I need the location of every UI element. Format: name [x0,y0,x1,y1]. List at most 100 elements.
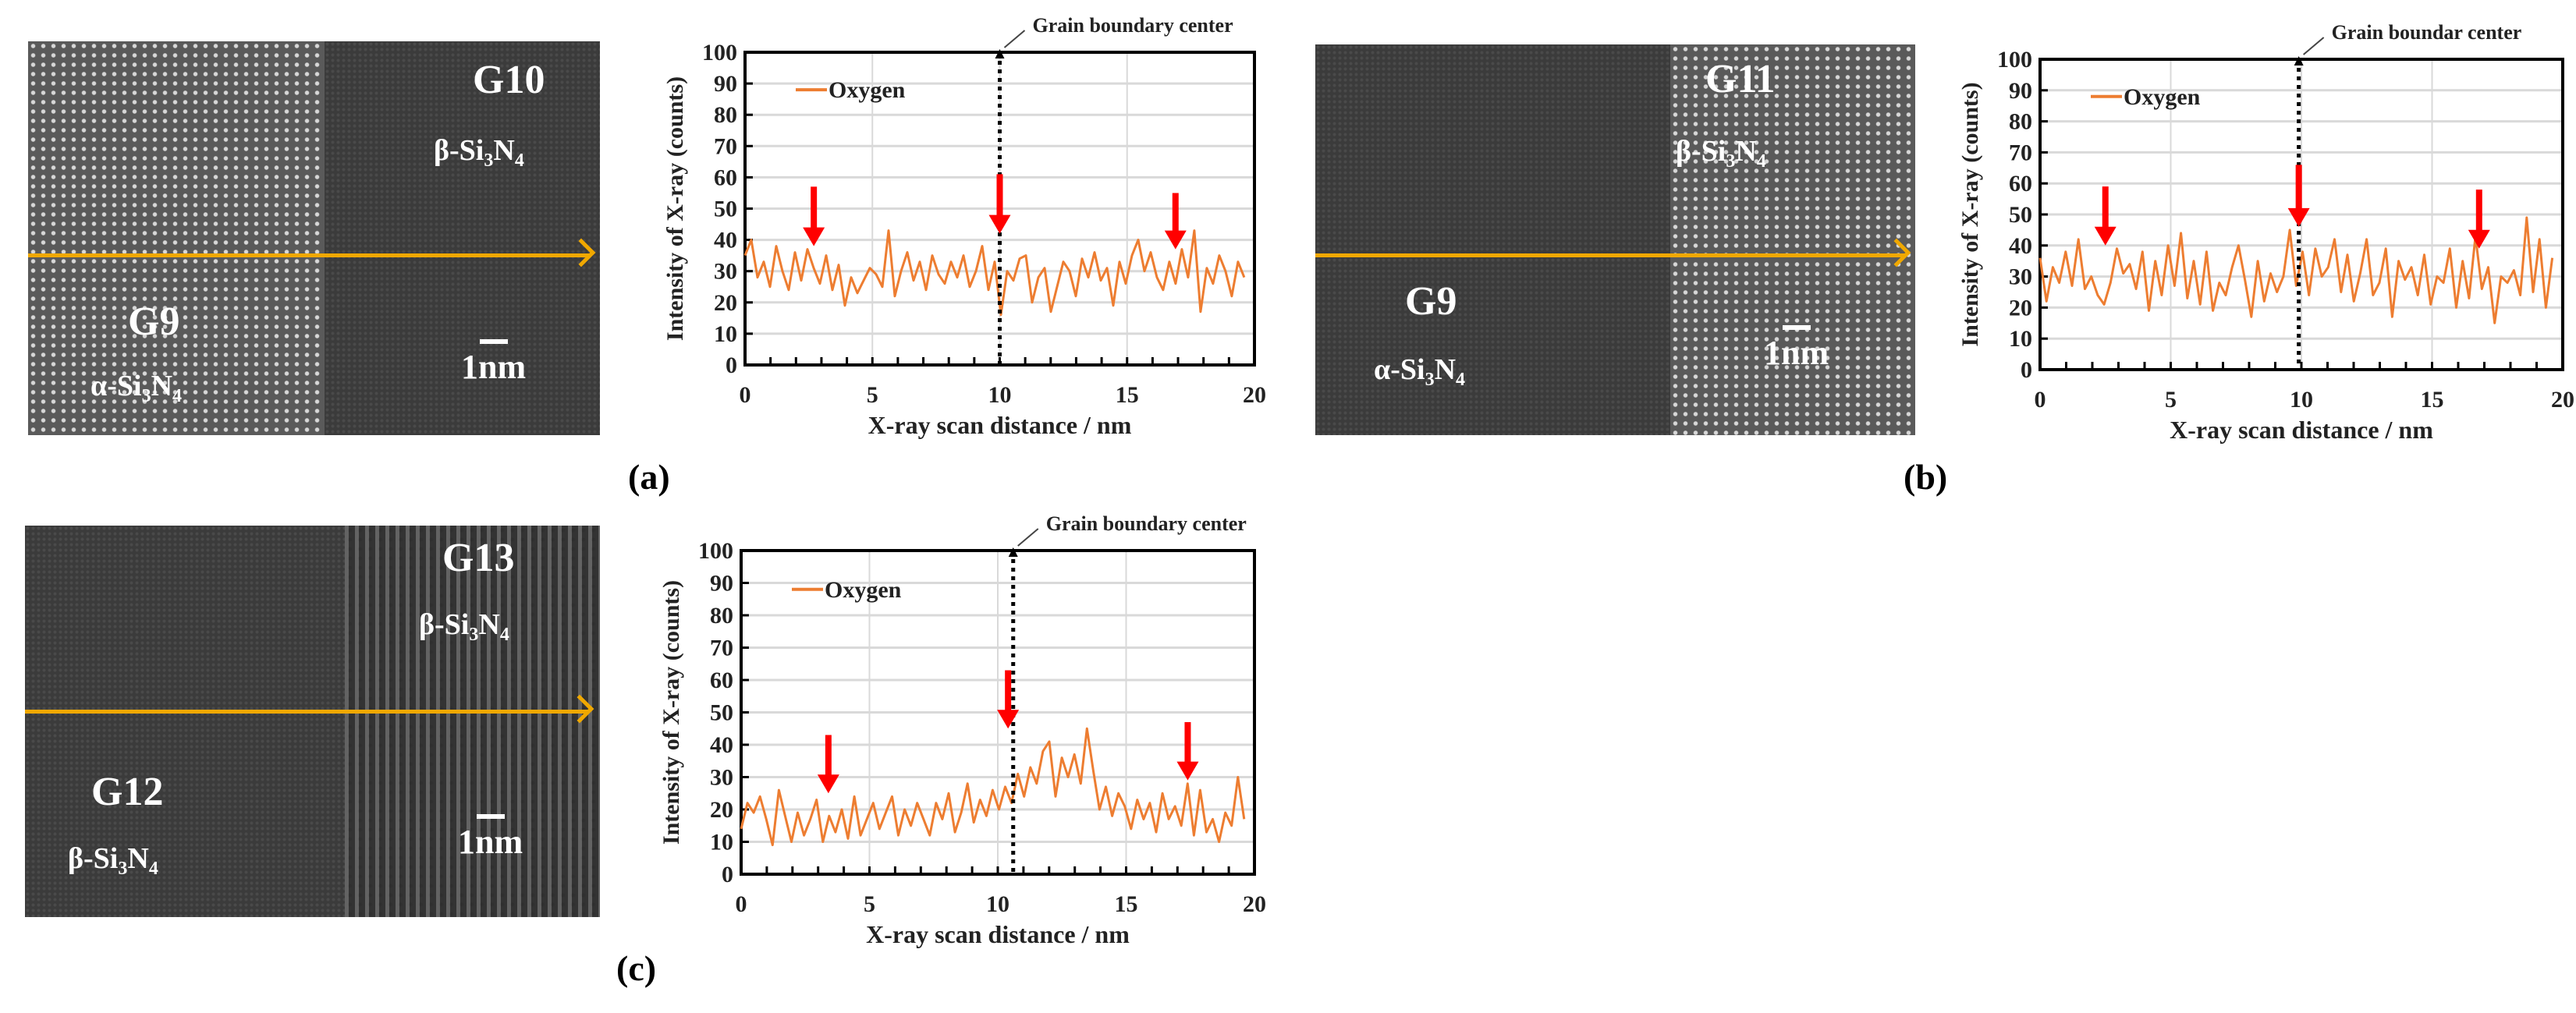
tem-image-a: G10 β-Si3N4 G9 α-Si3N4 1nm [28,41,600,435]
x-tick-label: 20 [1243,891,1266,917]
annotation-leader [1003,30,1026,48]
y-tick-label: 80 [714,102,737,128]
y-tick-label: 0 [2021,357,2032,383]
y-tick-label: 60 [710,668,733,693]
red-arrow-head [803,227,825,246]
x-tick-label: 20 [2551,387,2574,413]
panel-label-c: (c) [616,948,657,988]
red-arrow-head [988,214,1011,234]
x-tick-label: 10 [988,382,1012,408]
phase-label-top: β-Si3N4 [1676,135,1766,172]
annotation-arrowhead [995,49,1005,58]
y-tick-label: 90 [2009,78,2032,104]
grain-label-top: G13 [442,536,515,580]
phase-label-top: β-Si3N4 [419,608,509,645]
y-tick-label: 20 [714,290,737,316]
red-arrow-head [2287,207,2310,227]
x-tick-label: 10 [986,891,1009,917]
y-tick-label: 10 [2009,326,2032,352]
red-arrow-head [1176,761,1199,781]
scan-direction-arrow [1315,253,1905,257]
red-arrow-head [2094,226,2117,246]
x-tick-label: 0 [740,382,751,408]
y-tick-label: 90 [710,571,733,597]
panel-label-a: (a) [628,457,670,497]
y-tick-label: 70 [2009,140,2032,165]
series-line-oxygen [2038,216,2554,324]
grain-label-bottom: G9 [128,299,180,344]
y-tick-label: 100 [1997,47,2032,73]
y-tick-label: 100 [702,40,737,66]
plot-frame [740,549,1256,876]
series-line-oxygen [743,229,1246,317]
grain-label-top: G11 [1705,57,1776,101]
y-tick-label: 80 [710,603,733,629]
lattice-region-g11 [1670,44,1915,435]
scale-bar: 1nm [1764,325,1829,373]
grain-label-top: G10 [473,58,545,102]
scan-direction-arrow [25,710,588,714]
panel-label-b: (b) [1904,457,1948,497]
y-tick-label: 90 [714,71,737,97]
grain-label-bottom: G9 [1405,279,1457,324]
grain-boundary-annotation: Grain boundary center [1033,14,1233,37]
lattice-region-g13 [345,526,600,917]
annotation-leader [2303,37,2325,55]
annotation-leader [1017,528,1039,547]
x-axis-title: X-ray scan distance / nm [868,411,1132,439]
y-tick-label: 10 [710,830,733,855]
y-tick-label: 40 [710,732,733,758]
annotation-arrowhead [1008,547,1018,557]
y-tick-label: 50 [714,197,737,222]
y-tick-label: 50 [710,700,733,726]
y-tick-label: 50 [2009,202,2032,228]
red-arrow-head [1164,230,1187,250]
y-tick-label: 40 [2009,233,2032,259]
oxygen-profile-chart-a: 0 10 20 30 40 50 60 70 80 90 100 0 5 10 15 20 X-ray scan… [662,14,1266,439]
y-tick-label: 0 [722,862,733,887]
red-arrow-head [2468,229,2490,249]
y-tick-label: 60 [2009,171,2032,197]
y-tick-label: 40 [714,228,737,253]
x-axis-title: X-ray scan distance / nm [866,920,1130,948]
legend-label: Oxygen [829,77,906,103]
scale-bar: 1nm [458,814,523,862]
grain-boundary-annotation: Grain boundar center [2332,21,2522,44]
y-axis-title: Intensity of X-ray (counts) [662,76,688,341]
x-tick-label: 15 [1116,382,1139,408]
lattice-region-g9 [1315,44,1670,435]
x-tick-label: 5 [2165,387,2177,413]
series-line-oxygen [740,727,1246,847]
y-tick-label: 0 [726,352,737,378]
oxygen-profile-chart-c: 0 10 20 30 40 50 60 70 80 90 100 0 5 10 15 20 X-ray scan… [658,512,1266,948]
y-axis-title: Intensity of X-ray (counts) [658,580,684,845]
plot-frame [2038,58,2564,371]
y-tick-label: 60 [714,165,737,190]
x-tick-label: 10 [2290,387,2313,413]
x-tick-label: 5 [864,891,875,917]
lattice-region-g10 [325,41,600,435]
red-arrow-head [817,774,839,794]
legend-label: Oxygen [2124,84,2201,110]
y-tick-label: 70 [714,133,737,159]
phase-label-bottom: α-Si3N4 [90,370,183,406]
y-tick-label: 20 [2009,295,2032,321]
red-arrow-head [997,710,1020,729]
grain-label-bottom: G12 [91,770,164,814]
scale-bar: 1nm [461,339,526,387]
lattice-region-g12 [25,526,345,917]
y-tick-label: 20 [710,797,733,823]
phase-label-top: β-Si3N4 [434,134,524,171]
y-tick-label: 80 [2009,109,2032,135]
y-tick-label: 100 [698,538,733,564]
tem-image-b: G11 β-Si3N4 G9 α-Si3N4 1nm [1315,44,1915,435]
phase-label-bottom: β-Si3N4 [68,842,158,879]
x-tick-label: 5 [867,382,878,408]
y-tick-label: 10 [714,321,737,347]
oxygen-profile-chart-b: 0 10 20 30 40 50 60 70 80 90 100 0 5 10 15 20 X-ray scan… [1957,21,2574,444]
x-tick-label: 20 [1243,382,1266,408]
x-tick-label: 0 [736,891,747,917]
x-tick-label: 15 [2421,387,2444,413]
x-tick-label: 15 [1115,891,1138,917]
x-tick-label: 0 [2035,387,2046,413]
